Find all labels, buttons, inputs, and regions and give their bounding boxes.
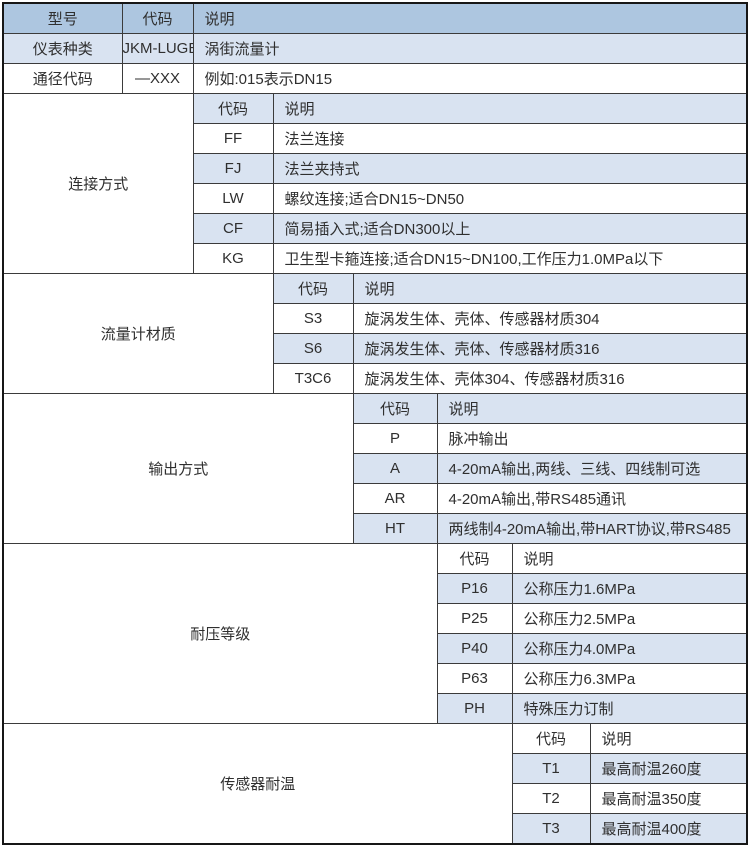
- connection-item-desc: 螺纹连接;适合DN15~DN50: [272, 183, 748, 214]
- table-row: P25 公称压力2.5MPa: [3, 603, 748, 634]
- output-item-code: AR: [352, 483, 438, 514]
- temperature-desc-header: 说明: [589, 723, 748, 754]
- temperature-item-desc: 最高耐温260度: [589, 753, 748, 784]
- pressure-code-header: 代码: [436, 543, 513, 574]
- pressure-item-code: P40: [436, 633, 513, 664]
- diameter-code-code: —XXX: [121, 63, 194, 94]
- output-item-desc: 4-20mA输出,带RS485通讯: [436, 483, 748, 514]
- table-row: P63 公称压力6.3MPa: [3, 663, 748, 694]
- header-model: 型号: [2, 2, 123, 34]
- pressure-item-desc: 公称压力4.0MPa: [511, 633, 748, 664]
- connection-item-code: FF: [192, 123, 274, 154]
- table-row: KG 卫生型卡箍连接;适合DN15~DN100,工作压力1.0MPa以下: [3, 243, 748, 274]
- table-row: PH 特殊压力订制: [3, 693, 748, 724]
- output-item-desc: 4-20mA输出,两线、三线、四线制可选: [436, 453, 748, 484]
- output-item-desc: 脉冲输出: [436, 423, 748, 454]
- table-row: T2 最高耐温350度: [3, 783, 748, 814]
- connection-item-code: FJ: [192, 153, 274, 184]
- table-row: LW 螺纹连接;适合DN15~DN50: [3, 183, 748, 214]
- table-row: T1 最高耐温260度: [3, 753, 748, 784]
- material-item-code: S3: [272, 303, 354, 334]
- diameter-code-row: 通径代码 —XXX 例如:015表示DN15: [2, 63, 748, 94]
- connection-item-code: LW: [192, 183, 274, 214]
- temperature-item-desc: 最高耐温400度: [589, 813, 748, 845]
- temperature-item-code: T3: [511, 813, 591, 845]
- diameter-code-label: 通径代码: [2, 63, 123, 94]
- temperature-item-desc: 最高耐温350度: [589, 783, 748, 814]
- output-header-row: 输出方式 代码 说明: [2, 393, 748, 544]
- section-output-label: 输出方式: [2, 393, 354, 544]
- material-item-code: S6: [272, 333, 354, 364]
- pressure-item-code: P16: [436, 573, 513, 604]
- pressure-desc-header: 说明: [511, 543, 748, 574]
- output-desc-header: 说明: [436, 393, 748, 424]
- header-desc: 说明: [192, 2, 748, 34]
- connection-item-desc: 卫生型卡箍连接;适合DN15~DN100,工作压力1.0MPa以下: [272, 243, 748, 274]
- pressure-item-desc: 特殊压力订制: [511, 693, 748, 724]
- instrument-type-code: JKM-LUGB: [121, 33, 194, 64]
- pressure-item-desc: 公称压力6.3MPa: [511, 663, 748, 694]
- table-row: CF 简易插入式;适合DN300以上: [3, 213, 748, 244]
- table-header-row: 型号 代码 说明: [2, 2, 748, 34]
- connection-code-header: 代码: [192, 93, 274, 124]
- pressure-item-code: PH: [436, 693, 513, 724]
- material-item-desc: 旋涡发生体、壳体304、传感器材质316: [352, 363, 748, 394]
- connection-item-desc: 简易插入式;适合DN300以上: [272, 213, 748, 244]
- table-row: HT 两线制4-20mA输出,带HART协议,带RS485: [3, 513, 748, 544]
- instrument-type-desc: 涡街流量计: [192, 33, 748, 64]
- table-row: S6 旋涡发生体、壳体、传感器材质316: [3, 333, 748, 364]
- temperature-item-code: T1: [511, 753, 591, 784]
- output-code-header: 代码: [352, 393, 438, 424]
- temperature-header-row: 传感器耐温 代码 说明: [2, 723, 748, 845]
- table-row: P 脉冲输出: [3, 423, 748, 454]
- pressure-item-desc: 公称压力2.5MPa: [511, 603, 748, 634]
- section-pressure-label: 耐压等级: [2, 543, 438, 724]
- material-item-code: T3C6: [272, 363, 354, 394]
- section-temperature-label: 传感器耐温: [2, 723, 513, 845]
- section-connection-label: 连接方式: [2, 93, 194, 274]
- connection-item-code: KG: [192, 243, 274, 274]
- pressure-item-desc: 公称压力1.6MPa: [511, 573, 748, 604]
- material-code-header: 代码: [272, 273, 354, 304]
- connection-desc-header: 说明: [272, 93, 748, 124]
- output-item-code: P: [352, 423, 438, 454]
- pressure-item-code: P63: [436, 663, 513, 694]
- table-row: T3 最高耐温400度: [3, 813, 748, 845]
- connection-item-desc: 法兰夹持式: [272, 153, 748, 184]
- material-item-desc: 旋涡发生体、壳体、传感器材质316: [352, 333, 748, 364]
- pressure-header-row: 耐压等级 代码 说明: [2, 543, 748, 724]
- instrument-type-row: 仪表种类 JKM-LUGB 涡街流量计: [2, 33, 748, 64]
- connection-item-desc: 法兰连接: [272, 123, 748, 154]
- header-code: 代码: [121, 2, 194, 34]
- material-header-row: 流量计材质 代码 说明: [2, 273, 748, 394]
- table-row: FF 法兰连接: [3, 123, 748, 154]
- table-row: A 4-20mA输出,两线、三线、四线制可选: [3, 453, 748, 484]
- table-row: P16 公称压力1.6MPa: [3, 573, 748, 604]
- output-item-desc: 两线制4-20mA输出,带HART协议,带RS485: [436, 513, 748, 544]
- section-material-label: 流量计材质: [2, 273, 274, 394]
- instrument-type-label: 仪表种类: [2, 33, 123, 64]
- table-row: AR 4-20mA输出,带RS485通讯: [3, 483, 748, 514]
- temperature-code-header: 代码: [511, 723, 591, 754]
- connection-item-code: CF: [192, 213, 274, 244]
- table-row: FJ 法兰夹持式: [3, 153, 748, 184]
- output-item-code: A: [352, 453, 438, 484]
- table-row: T3C6 旋涡发生体、壳体304、传感器材质316: [3, 363, 748, 394]
- temperature-item-code: T2: [511, 783, 591, 814]
- connection-header-row: 连接方式 代码 说明: [2, 93, 748, 274]
- output-item-code: HT: [352, 513, 438, 544]
- material-desc-header: 说明: [352, 273, 748, 304]
- diameter-code-desc: 例如:015表示DN15: [192, 63, 748, 94]
- pressure-item-code: P25: [436, 603, 513, 634]
- material-item-desc: 旋涡发生体、壳体、传感器材质304: [352, 303, 748, 334]
